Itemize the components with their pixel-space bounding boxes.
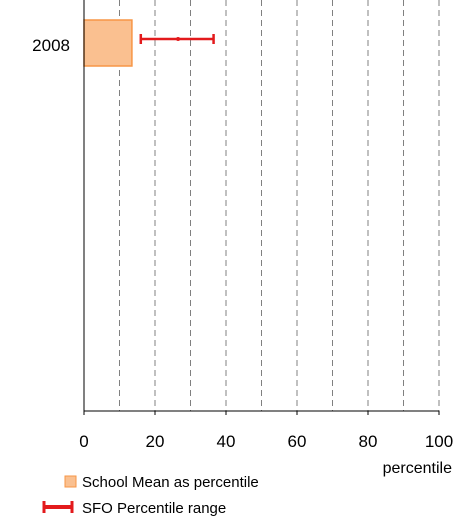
x-tick-label-80: 80: [359, 432, 378, 451]
legend: School Mean as percentile SFO Percentile…: [42, 474, 259, 517]
x-tick-label-40: 40: [217, 432, 236, 451]
bars: [83, 19, 133, 67]
grid-lines: [119, 0, 440, 411]
legend-label-school-mean: School Mean as percentile: [82, 474, 259, 491]
axes: [83, 0, 439, 412]
x-axis-title: percentile: [383, 460, 452, 477]
x-tick-label-20: 20: [146, 432, 165, 451]
category-label-2008: 2008: [32, 36, 70, 55]
x-tick-label-60: 60: [288, 432, 307, 451]
legend-label-sfo-range: SFO Percentile range: [82, 500, 226, 517]
range-markers: [139, 34, 215, 44]
legend-swatch-sfo-range: [42, 501, 74, 513]
category-labels: 2008: [32, 36, 70, 55]
legend-swatch-school-mean: [64, 475, 77, 488]
range-mid-2008: [176, 37, 181, 41]
x-tick-label-0: 0: [79, 432, 88, 451]
x-tick-labels: 0 20 40 60 80 100: [79, 411, 453, 451]
bar-2008: [83, 19, 133, 67]
x-tick-label-100: 100: [425, 432, 453, 451]
